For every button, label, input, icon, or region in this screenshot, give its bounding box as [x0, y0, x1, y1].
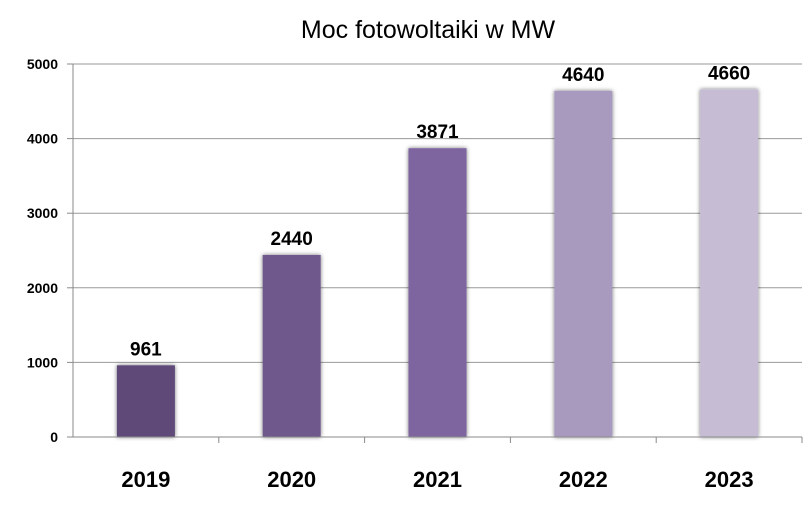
data-label: 961	[130, 339, 162, 360]
bar	[700, 89, 759, 437]
bar	[554, 90, 613, 437]
x-tick-label: 2023	[705, 467, 754, 492]
chart-title: Moc fotowoltaiki w MW	[301, 16, 556, 44]
x-axis-ticks: 2019 2020 2021 2022 2023	[121, 467, 753, 492]
data-label: 4640	[562, 65, 604, 86]
x-tick-label: 2022	[559, 467, 608, 492]
x-tick-label: 2021	[413, 467, 462, 492]
y-tick-label: 0	[50, 429, 58, 445]
y-tick-label: 5000	[27, 56, 58, 72]
y-tick-label: 2000	[27, 280, 58, 296]
bar	[116, 365, 175, 437]
data-labels: 961 2440 3871 4640 4660	[130, 63, 750, 360]
y-tick-label: 4000	[27, 131, 58, 147]
y-axis-ticks: 0 1000 2000 3000 4000 5000	[27, 56, 58, 445]
axes	[72, 64, 803, 443]
bars	[116, 89, 759, 438]
bar	[262, 254, 321, 437]
bar	[408, 148, 467, 438]
y-tick-label: 1000	[27, 354, 58, 370]
y-tick-label: 3000	[27, 205, 58, 221]
data-label: 3871	[416, 122, 459, 143]
x-tick-label: 2019	[121, 467, 170, 492]
data-label: 4660	[708, 63, 750, 84]
data-label: 2440	[271, 229, 313, 250]
x-tick-label: 2020	[267, 467, 316, 492]
